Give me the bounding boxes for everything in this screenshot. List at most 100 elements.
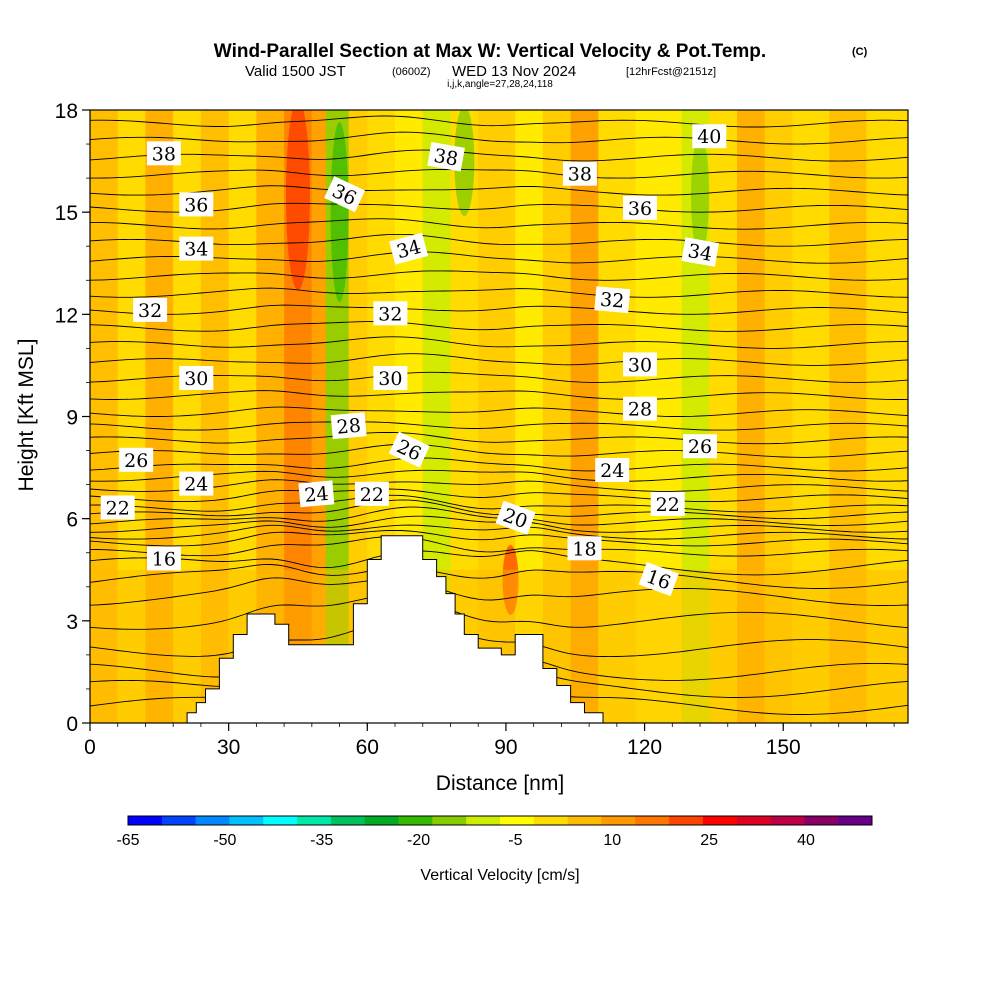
colorbar-swatch xyxy=(330,816,366,825)
colorbar-swatch xyxy=(128,816,163,825)
colorbar-tick-label: 10 xyxy=(603,832,621,849)
isentrope-line xyxy=(90,564,908,589)
x-tick-label: 0 xyxy=(84,736,96,759)
colorbar-swatch xyxy=(195,816,230,825)
field-band xyxy=(570,110,599,723)
isentrope-label-text: 36 xyxy=(628,198,652,220)
field-band xyxy=(737,110,765,723)
isentrope-label: 32 xyxy=(133,297,168,322)
field-band xyxy=(866,110,908,723)
isentrope-label-box xyxy=(179,236,214,261)
grid-indices: i,j,k,angle=27,28,24,118 xyxy=(447,79,553,90)
isentrope-label-text: 28 xyxy=(336,415,362,439)
y-tick-label: 18 xyxy=(55,100,78,123)
isentrope-line xyxy=(90,185,908,196)
isentrope-line xyxy=(90,431,908,445)
isentrope-label-box xyxy=(119,447,154,472)
colorbar-swatch xyxy=(702,816,738,825)
isentrope-label-text: 38 xyxy=(152,143,176,165)
isentrope-label: 24 xyxy=(298,480,335,508)
isentrope-line xyxy=(90,390,908,400)
field-band xyxy=(764,110,793,723)
y-tick-label: 0 xyxy=(66,713,78,736)
colorbar-swatch xyxy=(161,816,196,825)
isentrope-label: 24 xyxy=(179,471,214,496)
isentrope-label: 36 xyxy=(179,192,214,217)
isentrope-label-box xyxy=(623,195,657,220)
isentrope-label-text: 34 xyxy=(686,240,714,266)
isentrope-label-box xyxy=(495,500,536,535)
colorbar-title: Vertical Velocity [cm/s] xyxy=(420,867,579,884)
chart-title-suffix: (C) xyxy=(852,46,868,58)
x-tick-label: 120 xyxy=(627,736,662,759)
valid-date: WED 13 Nov 2024 xyxy=(452,63,576,80)
x-axis: 0 30 60 90 120 150 xyxy=(84,723,895,759)
isentrope-line xyxy=(90,131,908,145)
isentrope-label-box xyxy=(298,480,335,508)
isentrope-label-box xyxy=(389,232,429,265)
isentrope-label-box xyxy=(623,352,657,377)
isentrope-label-box xyxy=(373,366,408,390)
isentrope-label: 38 xyxy=(427,141,465,172)
colorbar-swatch xyxy=(263,816,298,825)
colorbar-tick-label: -65 xyxy=(116,832,139,849)
isentrope-line xyxy=(90,270,908,281)
isentrope-label-text: 30 xyxy=(378,368,402,390)
isentrope-label-box xyxy=(324,176,366,213)
isentrope-label-box xyxy=(100,495,135,520)
colorbar-swatch xyxy=(770,816,805,825)
isentrope-line xyxy=(90,524,908,540)
field-band xyxy=(311,110,326,723)
isentrope-label-box xyxy=(650,492,685,516)
isentrope-label: 38 xyxy=(562,161,597,186)
colorbar-swatch xyxy=(466,816,501,825)
isentrope-line xyxy=(90,494,908,513)
valid-time: Valid 1500 JST xyxy=(245,63,346,80)
isentrope-label-box xyxy=(179,366,214,390)
isentrope-line xyxy=(90,406,908,417)
chart-title: Wind-Parallel Section at Max W: Vertical… xyxy=(214,41,766,62)
y-tick-label: 6 xyxy=(66,509,78,532)
isentrope-line xyxy=(90,479,908,492)
valid-utc: (0600Z) xyxy=(392,66,431,78)
colorbar-swatch xyxy=(804,816,839,825)
isentrope-label-text: 22 xyxy=(656,494,680,516)
isentrope-label: 30 xyxy=(373,366,408,390)
isentrope-label: 30 xyxy=(623,352,657,377)
isentrope-label-text: 16 xyxy=(152,549,176,571)
isentrope-label: 38 xyxy=(146,141,181,166)
isentrope-line xyxy=(90,550,908,576)
isentrope-label-box xyxy=(146,546,181,571)
isentrope-label: 32 xyxy=(594,286,631,314)
isentrope-label-box xyxy=(681,237,719,267)
isentrope-label-box xyxy=(595,458,630,482)
colorbar-swatch xyxy=(432,816,467,825)
isentrope-label-box xyxy=(562,161,597,186)
isentrope-label-box xyxy=(179,471,214,496)
colorbar-swatch xyxy=(297,816,332,825)
isentrope-line xyxy=(90,618,908,658)
colorbar-swatch xyxy=(567,816,602,825)
isentrope-label-box xyxy=(179,192,214,217)
colorbar: -65 -50 -35 -20 -5 10 25 40 xyxy=(116,815,873,849)
forecast-info: [12hrFcst@2151z] xyxy=(626,66,716,78)
colorbar-swatch xyxy=(398,816,433,825)
colorbar-tick-label: 40 xyxy=(797,832,815,849)
y-axis-title: Height [Kft MSL] xyxy=(15,339,38,492)
updraft-core xyxy=(285,110,310,291)
y-tick-label: 3 xyxy=(66,611,78,634)
isentrope-label-text: 26 xyxy=(124,450,148,472)
isentrope-label: 26 xyxy=(683,434,717,459)
isentrope-line xyxy=(90,202,908,213)
isentrope-line xyxy=(90,336,908,349)
isentrope-label: 28 xyxy=(330,412,367,440)
isentrope-label-text: 32 xyxy=(378,303,402,325)
colorbar-tick-label: -50 xyxy=(213,832,236,849)
isentrope-label: 22 xyxy=(650,492,685,516)
isentrope-line xyxy=(90,321,908,332)
isentrope-line xyxy=(90,149,908,162)
isentrope-label: 32 xyxy=(373,301,408,326)
isentrope-line xyxy=(90,594,908,630)
downdraft-core xyxy=(691,135,710,256)
